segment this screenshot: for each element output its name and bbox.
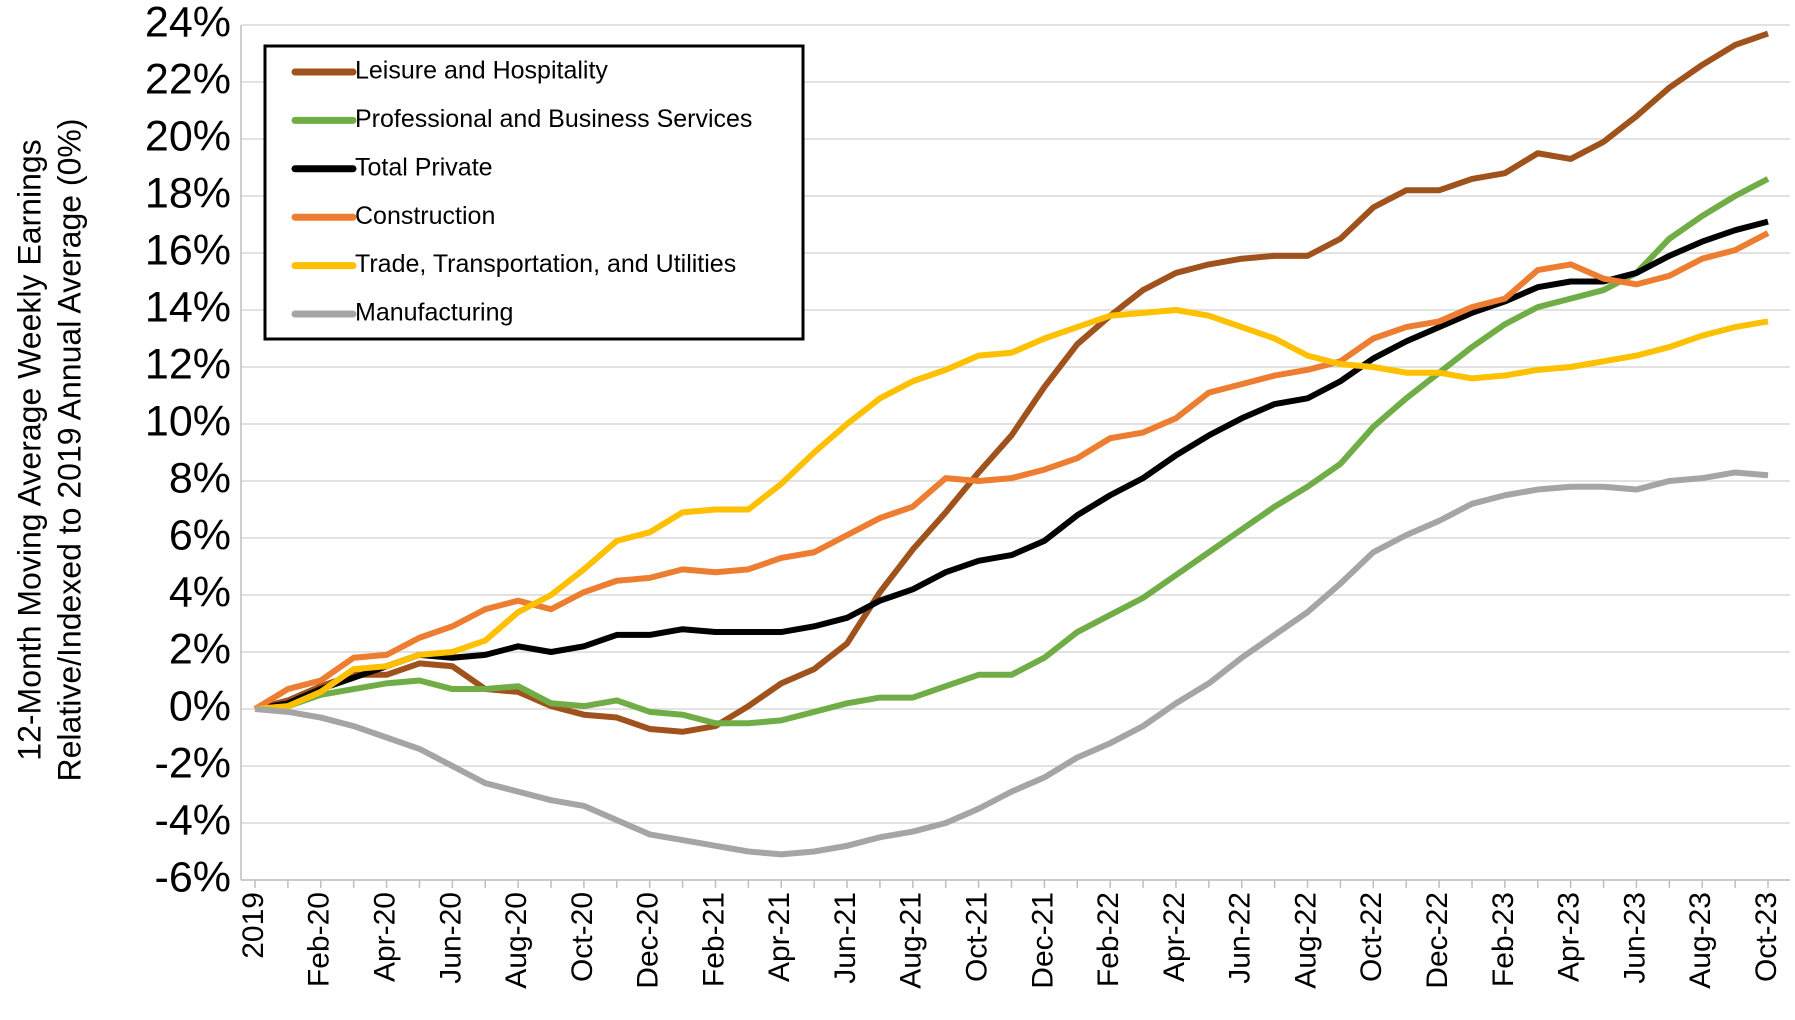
x-tick-label: Aug-20 [500,892,533,989]
x-tick-label: Dec-20 [632,892,665,989]
legend-label: Construction [355,202,495,230]
y-tick-label: 24% [145,0,231,46]
y-tick-label: 2% [169,625,231,673]
x-tick-label: Oct-20 [566,892,599,982]
x-tick-label: Jun-23 [1618,892,1651,984]
y-tick-label: 22% [145,55,231,103]
x-tick-label: Dec-22 [1421,892,1454,989]
y-tick-label: -4% [155,796,231,844]
legend-box [263,44,805,341]
series-line [254,307,1769,712]
y-tick-label: -6% [155,853,231,901]
series-line [254,30,1769,735]
x-tick-label: Apr-21 [763,892,796,982]
legend-label: Manufacturing [355,299,513,327]
x-tick-label: Dec-21 [1026,892,1059,989]
legend-label: Total Private [355,153,493,181]
y-tick-label: 16% [145,226,231,274]
series-line [254,469,1769,858]
legend-label: Leisure and Hospitality [355,57,608,85]
y-tick-label: 4% [169,568,231,616]
x-tick-label: Apr-23 [1553,892,1586,982]
x-tick-label: Feb-23 [1487,892,1520,987]
y-tick-label: -2% [155,739,231,787]
y-axis-title: 12-Month Moving Average Weekly Earnings [11,139,47,760]
x-tick-label: Oct-22 [1355,892,1388,982]
y-tick-label: 18% [145,169,231,217]
x-tick-label: Apr-22 [1158,892,1191,982]
x-tick-label: Aug-23 [1684,892,1717,989]
x-tick-label: Feb-21 [697,892,730,987]
legend-label: Trade, Transportation, and Utilities [355,250,736,278]
series-line [254,218,1769,712]
y-axis-title: Relative/Indexed to 2019 Annual Average … [51,119,87,782]
x-tick-label: Jun-20 [434,892,467,984]
series-line [253,230,1770,712]
legend-label: Professional and Business Services [355,105,752,133]
series-line [254,176,1770,727]
y-tick-label: 20% [145,112,231,160]
x-tick-label: 2019 [237,892,270,959]
y-tick-label: 8% [169,454,231,502]
x-tick-label: Feb-22 [1092,892,1125,987]
y-tick-label: 6% [169,511,231,559]
x-tick-label: Jun-22 [1224,892,1257,984]
x-tick-label: Aug-22 [1289,892,1322,989]
y-tick-label: 0% [169,682,231,730]
y-tick-label: 12% [145,340,231,388]
x-tick-label: Apr-20 [368,892,401,982]
x-tick-label: Aug-21 [895,892,928,989]
x-tick-label: Oct-21 [961,892,994,982]
x-tick-label: Jun-21 [829,892,862,984]
y-tick-label: 14% [145,283,231,331]
y-tick-label: 10% [145,397,231,445]
x-tick-label: Oct-23 [1750,892,1783,982]
x-tick-label: Feb-20 [303,892,336,987]
